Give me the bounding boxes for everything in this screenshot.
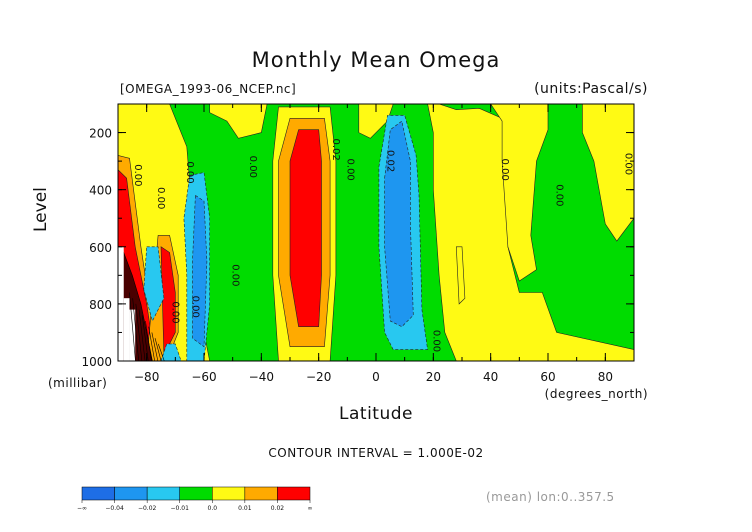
x-axis-units: (degrees_north) bbox=[544, 387, 648, 401]
y-tick-label: 600 bbox=[89, 241, 112, 255]
topography-hatch-line-7 bbox=[151, 332, 159, 361]
contour-band-19 bbox=[455, 246, 466, 305]
colorbar-swatch-1 bbox=[114, 486, 148, 501]
topography-hatch-line-3 bbox=[138, 309, 146, 361]
contour-label-3: 0.00 bbox=[247, 156, 258, 178]
contour-band-15 bbox=[143, 246, 165, 322]
colorbar-label-6: 0.02 bbox=[271, 505, 285, 512]
contour-label-10: 0.00 bbox=[430, 330, 441, 352]
file-label: [OMEGA_1993-06_NCEP.nc] bbox=[120, 82, 297, 96]
y-tick-label: 1000 bbox=[81, 355, 112, 369]
x-tick-label: 80 bbox=[598, 370, 613, 384]
topography-hatch-line-4 bbox=[141, 315, 149, 361]
colorbar-label-2: −0.02 bbox=[138, 505, 157, 512]
chart-title: Monthly Mean Omega bbox=[251, 48, 501, 72]
x-tick-label: −60 bbox=[191, 370, 216, 384]
colorbar-label-7: ∞ bbox=[308, 505, 313, 512]
contour-label-9: 0.02 bbox=[384, 150, 395, 172]
y-tick-label: 800 bbox=[89, 298, 112, 312]
missing-data-block-2 bbox=[129, 309, 136, 361]
x-tick-label: 40 bbox=[483, 370, 498, 384]
colorbar-swatch-5 bbox=[244, 486, 278, 501]
y-tick-label: 400 bbox=[89, 184, 112, 198]
contour-label-5: 0.00 bbox=[169, 301, 180, 323]
contour-label-13: 0.00 bbox=[622, 153, 633, 175]
y-axis-units: (millibar) bbox=[48, 376, 108, 390]
contour-band-16 bbox=[160, 343, 182, 361]
contour-label-12: 0.00 bbox=[554, 184, 565, 206]
contour-band-4 bbox=[490, 104, 549, 282]
colorbar-swatch-6 bbox=[277, 486, 311, 501]
topography-hatch-line-5 bbox=[145, 320, 152, 361]
contour-label-2: 0.00 bbox=[184, 161, 195, 183]
colorbar-label-5: 0.01 bbox=[238, 505, 252, 512]
contour-label-7: 0.02 bbox=[330, 139, 341, 161]
contour-band-8 bbox=[289, 129, 322, 328]
topography-hatch-line-1 bbox=[132, 298, 139, 361]
contour-band-18 bbox=[384, 120, 414, 328]
missing-data-block-1 bbox=[123, 298, 130, 361]
x-axis-label: Latitude bbox=[339, 404, 413, 424]
topography-hatch-line-9 bbox=[157, 343, 165, 361]
contour-band-5 bbox=[582, 104, 634, 242]
topography-hatch-line-6 bbox=[148, 326, 155, 361]
contour-label-1: 0.00 bbox=[155, 187, 166, 209]
colorbar-label-3: −0.01 bbox=[171, 505, 190, 512]
contour-band-1 bbox=[209, 104, 268, 139]
topography-hatch-line-0 bbox=[129, 292, 136, 361]
topography-hatch-line-2 bbox=[135, 303, 143, 361]
colorbar-label-4: 0.0 bbox=[208, 505, 218, 512]
contour-label-11: 0.00 bbox=[499, 159, 510, 181]
contour-band-3 bbox=[427, 104, 634, 361]
units-label: (units:Pascal/s) bbox=[534, 81, 648, 97]
colorbar-swatch-2 bbox=[146, 486, 180, 501]
contour-label-4: 0.00 bbox=[230, 264, 241, 286]
contour-band-12 bbox=[160, 246, 176, 356]
contour-label-8: 0.00 bbox=[344, 159, 355, 181]
x-tick-label: −80 bbox=[134, 370, 159, 384]
colorbar-label-0: −∞ bbox=[77, 505, 87, 512]
x-tick-label: −20 bbox=[306, 370, 331, 384]
contour-label-0: 0.00 bbox=[132, 164, 143, 186]
contour-band-14 bbox=[192, 194, 208, 348]
colorbar-swatch-4 bbox=[212, 486, 246, 501]
mean-longitude-text: (mean) lon:0..357.5 bbox=[486, 490, 615, 504]
colorbar-label-1: −0.04 bbox=[105, 505, 124, 512]
contour-label-6: 0.00 bbox=[190, 296, 201, 318]
topography-hatch-line-8 bbox=[154, 338, 162, 361]
x-tick-label: 60 bbox=[540, 370, 555, 384]
colorbar-swatch-3 bbox=[179, 486, 213, 501]
colorbar-swatch-0 bbox=[81, 486, 115, 501]
x-tick-label: 20 bbox=[426, 370, 441, 384]
contour-band-2 bbox=[358, 104, 394, 139]
y-tick-label: 200 bbox=[89, 127, 112, 141]
contour-interval-text: CONTOUR INTERVAL = 1.000E-02 bbox=[268, 446, 484, 460]
x-tick-label: 0 bbox=[372, 370, 380, 384]
x-tick-label: −40 bbox=[249, 370, 274, 384]
